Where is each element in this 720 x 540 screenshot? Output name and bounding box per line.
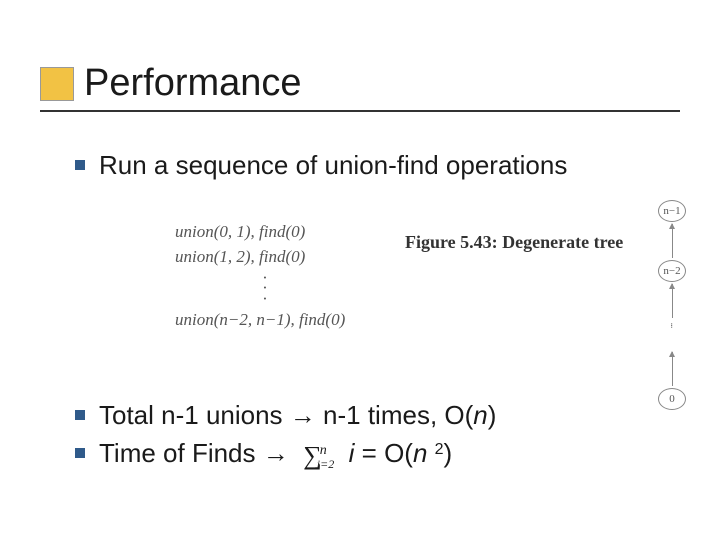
vertical-dots-icon: ··· [668, 322, 674, 327]
arrow-up-icon [672, 224, 673, 258]
math-line-1: union(0, 1), find(0) [175, 220, 345, 245]
tree-node: n−2 [658, 260, 686, 282]
arrow-up-icon [672, 284, 673, 318]
bullet-3-text: Time of Finds → ∑ni=2 i = O(n 2) [99, 436, 452, 473]
bullet-1-text: Run a sequence of union-find operations [99, 148, 567, 183]
bullet-2: Total n-1 unions → n-1 times, O(n) [75, 398, 496, 433]
math-line-2: union(1, 2), find(0) [175, 245, 345, 270]
square-bullet-icon [75, 448, 85, 458]
square-bullet-icon [75, 410, 85, 420]
tree-node: n−1 [658, 200, 686, 222]
figure-caption: Figure 5.43: Degenerate tree [405, 232, 623, 253]
slide-title: Performance [84, 62, 302, 105]
degenerate-tree-diagram: n−1 n−2 ··· 0 [644, 200, 702, 450]
tree-node: 0 [658, 388, 686, 410]
bullet-3: Time of Finds → ∑ni=2 i = O(n 2) [75, 436, 452, 473]
title-underline [40, 110, 680, 112]
math-formulas: union(0, 1), find(0) union(1, 2), find(0… [175, 220, 345, 332]
accent-box-icon [40, 67, 74, 101]
arrow-up-icon [672, 352, 673, 386]
square-bullet-icon [75, 160, 85, 170]
slide: Performance Run a sequence of union-find… [0, 0, 720, 540]
vertical-dots-icon: ··· [205, 273, 325, 304]
math-line-3: union(n−2, n−1), find(0) [175, 308, 345, 333]
summation-expr: ∑ni=2 [303, 439, 334, 468]
bullet-1: Run a sequence of union-find operations [75, 148, 567, 183]
bullet-2-text: Total n-1 unions → n-1 times, O(n) [99, 398, 496, 433]
title-row: Performance [40, 62, 302, 105]
